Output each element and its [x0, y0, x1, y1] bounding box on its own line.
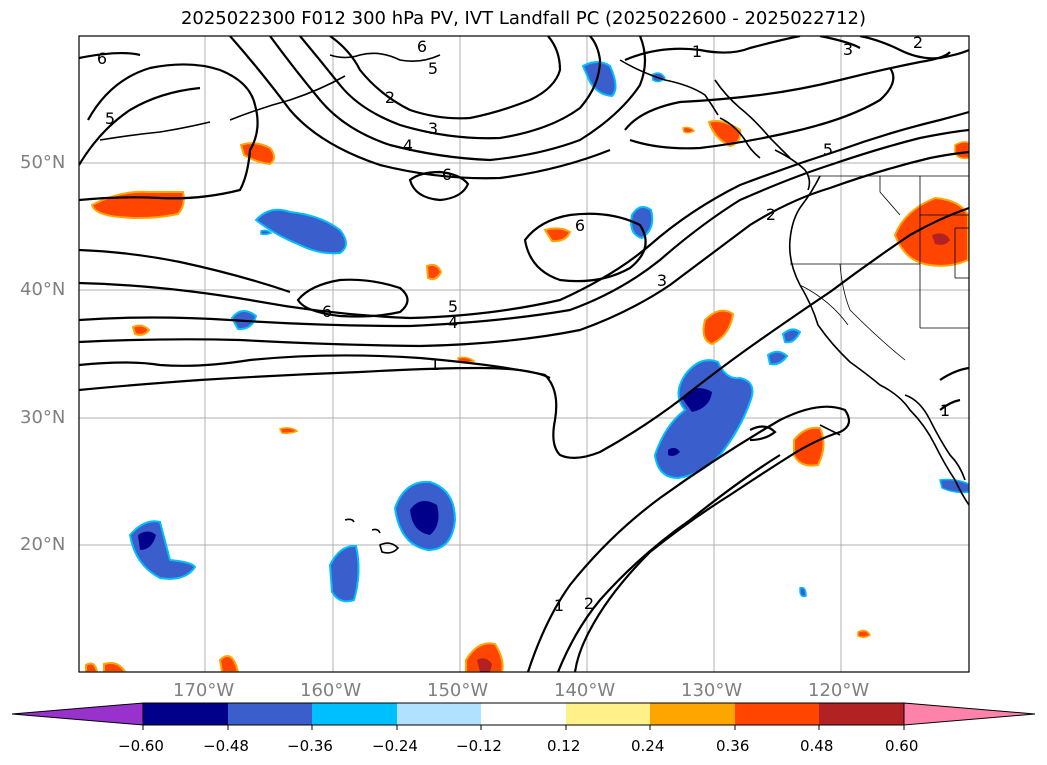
- contour-label: 1: [692, 42, 702, 61]
- contour-label: 6: [575, 216, 585, 235]
- colorbar-tick-label: −0.36: [287, 737, 333, 755]
- pv-contours: [79, 36, 969, 672]
- colorbar-extend-low: [11, 702, 144, 726]
- colorbar-tick-label: −0.60: [118, 737, 164, 755]
- coastlines: [99, 52, 969, 554]
- longitude-label: 160°W: [300, 680, 362, 701]
- colorbar-tick-label: 0.24: [631, 737, 665, 755]
- latitude-label: 30°N: [20, 407, 66, 428]
- contour-label: 5: [428, 59, 438, 78]
- colorbar-segment: [819, 703, 904, 725]
- colorbar-extend-high: [903, 702, 1036, 726]
- contour-label: 1: [554, 596, 564, 615]
- contour-label: 6: [417, 37, 427, 56]
- map-border: [78, 35, 970, 673]
- contour-label: 5: [823, 140, 833, 159]
- colorbar-tick-label: 0.48: [800, 737, 834, 755]
- contour-label: 6: [442, 165, 452, 184]
- contour-label: 3: [657, 271, 667, 290]
- state-borders: [790, 175, 969, 361]
- colorbar-segment: [143, 703, 228, 725]
- longitude-label: 150°W: [427, 680, 489, 701]
- latitude-label: 40°N: [20, 279, 66, 300]
- contour-label: 4: [448, 313, 458, 332]
- colorbar-segment: [397, 703, 481, 725]
- contour-label: 2: [385, 88, 395, 107]
- contour-label: 6: [97, 49, 107, 68]
- colorbar-tick-label: 0.12: [547, 737, 581, 755]
- colorbar-segment: [650, 703, 735, 725]
- negative-anomaly-patches: [128, 61, 969, 603]
- contour-label: 5: [448, 297, 458, 316]
- colorbar-segment: [566, 703, 650, 725]
- contour-label: 2: [584, 594, 594, 613]
- colorbar-tick-label: 0.60: [885, 737, 919, 755]
- colorbar-tick-label: −0.48: [203, 737, 249, 755]
- colorbar-tick-label: 0.36: [716, 737, 750, 755]
- colorbar-tick-label: −0.12: [456, 737, 502, 755]
- colorbar-tick-label: −0.24: [372, 737, 418, 755]
- longitude-label: 120°W: [808, 680, 870, 701]
- contour-label: 1: [430, 355, 440, 374]
- latitude-label: 20°N: [20, 534, 66, 555]
- colorbar: [11, 702, 1036, 730]
- map-title: 2025022300 F012 300 hPa PV, IVT Landfall…: [180, 8, 867, 29]
- contour-label: 1: [940, 401, 950, 420]
- contour-label: 3: [843, 40, 853, 59]
- contour-label: 6: [322, 302, 332, 321]
- contour-label: 2: [913, 33, 923, 52]
- positive-anomaly-patches: [85, 120, 969, 672]
- contour-label: 4: [403, 136, 413, 155]
- colorbar-segment: [228, 703, 312, 725]
- contour-labels: 6 5 5 6 2 3 4 6 6 6 5 4 1 3 2 5 3 2 1 1 …: [97, 33, 950, 615]
- contour-label: 5: [105, 109, 115, 128]
- colorbar-segment: [735, 703, 819, 725]
- colorbar-segment: [312, 703, 397, 725]
- longitude-label: 130°W: [681, 680, 743, 701]
- colorbar-segment: [481, 703, 566, 725]
- longitude-label: 140°W: [554, 680, 616, 701]
- latitude-label: 50°N: [20, 152, 66, 173]
- map-frame: [79, 36, 969, 672]
- longitude-label: 170°W: [173, 680, 235, 701]
- contour-label: 3: [428, 119, 438, 138]
- contour-label: 2: [766, 205, 776, 224]
